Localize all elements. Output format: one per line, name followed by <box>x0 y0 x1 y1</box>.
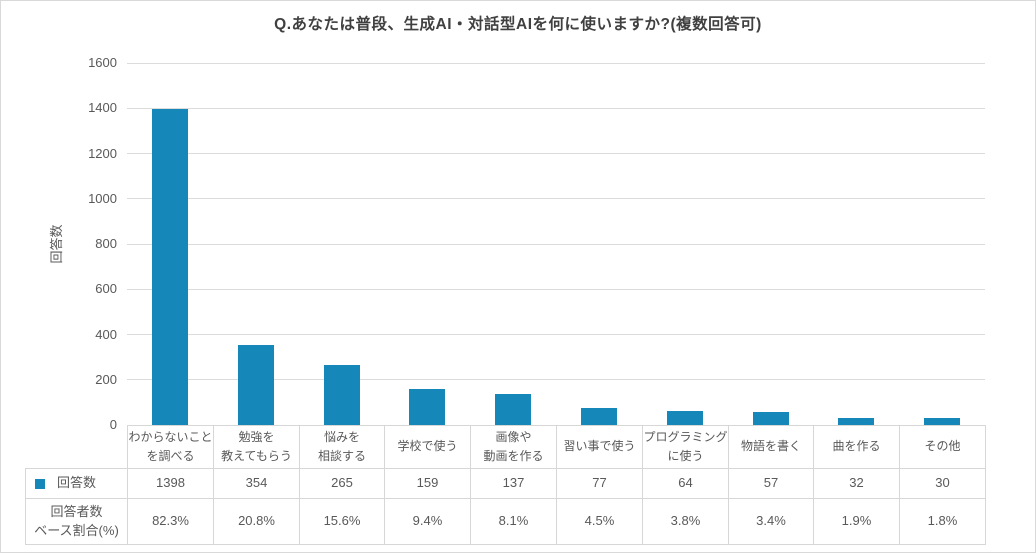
gridline <box>127 334 985 335</box>
bar <box>666 410 703 425</box>
y-tick-label: 600 <box>95 281 117 297</box>
y-tick-label: 200 <box>95 371 117 387</box>
category-cell: 曲を作る <box>813 425 900 469</box>
category-cell: 物語を書く <box>728 425 814 469</box>
category-cell: 習い事で使う <box>556 425 643 469</box>
percent-cell: 3.4% <box>728 498 814 545</box>
percent-cell: 8.1% <box>470 498 557 545</box>
percent-cell: 15.6% <box>299 498 385 545</box>
category-cell: その他 <box>899 425 986 469</box>
bar <box>151 108 188 425</box>
bar <box>323 365 360 425</box>
y-tick-label: 800 <box>95 236 117 251</box>
y-tick-label: 1400 <box>88 100 117 116</box>
category-cell: 勉強を 教えてもらう <box>213 425 300 469</box>
bar <box>237 344 274 425</box>
percent-cell: 3.8% <box>642 498 729 545</box>
plot-area <box>127 62 985 425</box>
percent-cell: 82.3% <box>127 498 214 545</box>
series-row-label-text: 回答数 <box>56 475 96 491</box>
percent-cell: 1.9% <box>813 498 900 545</box>
gridline <box>127 62 985 64</box>
count-cell: 265 <box>299 468 385 499</box>
count-cell: 77 <box>556 468 643 499</box>
bar <box>409 389 446 425</box>
gridline <box>127 153 985 154</box>
count-cell: 159 <box>384 468 471 499</box>
y-tick-label: 1000 <box>88 190 117 206</box>
percent-cell: 1.8% <box>899 498 986 545</box>
gridline <box>127 288 985 290</box>
count-cell: 354 <box>213 468 300 499</box>
percent-cell: 9.4% <box>384 498 471 545</box>
gridline <box>127 198 985 200</box>
category-cell: 学校で使う <box>384 425 471 469</box>
count-cell: 32 <box>813 468 900 499</box>
y-tick-label: 400 <box>95 326 117 342</box>
category-cell: 悩みを 相談する <box>299 425 385 469</box>
gridline <box>127 243 985 245</box>
y-tick-label: 1200 <box>88 145 117 161</box>
category-cell: プログラミング に使う <box>642 425 729 469</box>
category-cell: わからないこと を調べる <box>127 425 214 469</box>
percent-row-label: 回答者数 ベース割合(%) <box>25 498 128 545</box>
percent-cell: 4.5% <box>556 498 643 545</box>
gridline <box>127 379 985 381</box>
y-tick-label: 1600 <box>88 55 117 70</box>
count-cell: 57 <box>728 468 814 499</box>
bar <box>752 412 789 425</box>
count-cell: 30 <box>899 468 986 499</box>
count-cell: 137 <box>470 468 557 499</box>
count-cell: 64 <box>642 468 729 499</box>
count-cell: 1398 <box>127 468 214 499</box>
percent-cell: 20.8% <box>213 498 300 545</box>
y-tick-label: 0 <box>109 417 117 432</box>
series-row-label: 回答数 <box>25 468 128 499</box>
bar <box>924 418 961 425</box>
chart-title: Q.あなたは普段、生成AI・対話型AIを何に使いますか?(複数回答可) <box>274 16 762 33</box>
legend-swatch <box>35 478 45 489</box>
gridline <box>127 107 985 109</box>
category-cell: 画像や 動画を作る <box>470 425 557 469</box>
bar <box>495 394 532 425</box>
bar <box>838 417 875 425</box>
bar <box>580 407 617 425</box>
